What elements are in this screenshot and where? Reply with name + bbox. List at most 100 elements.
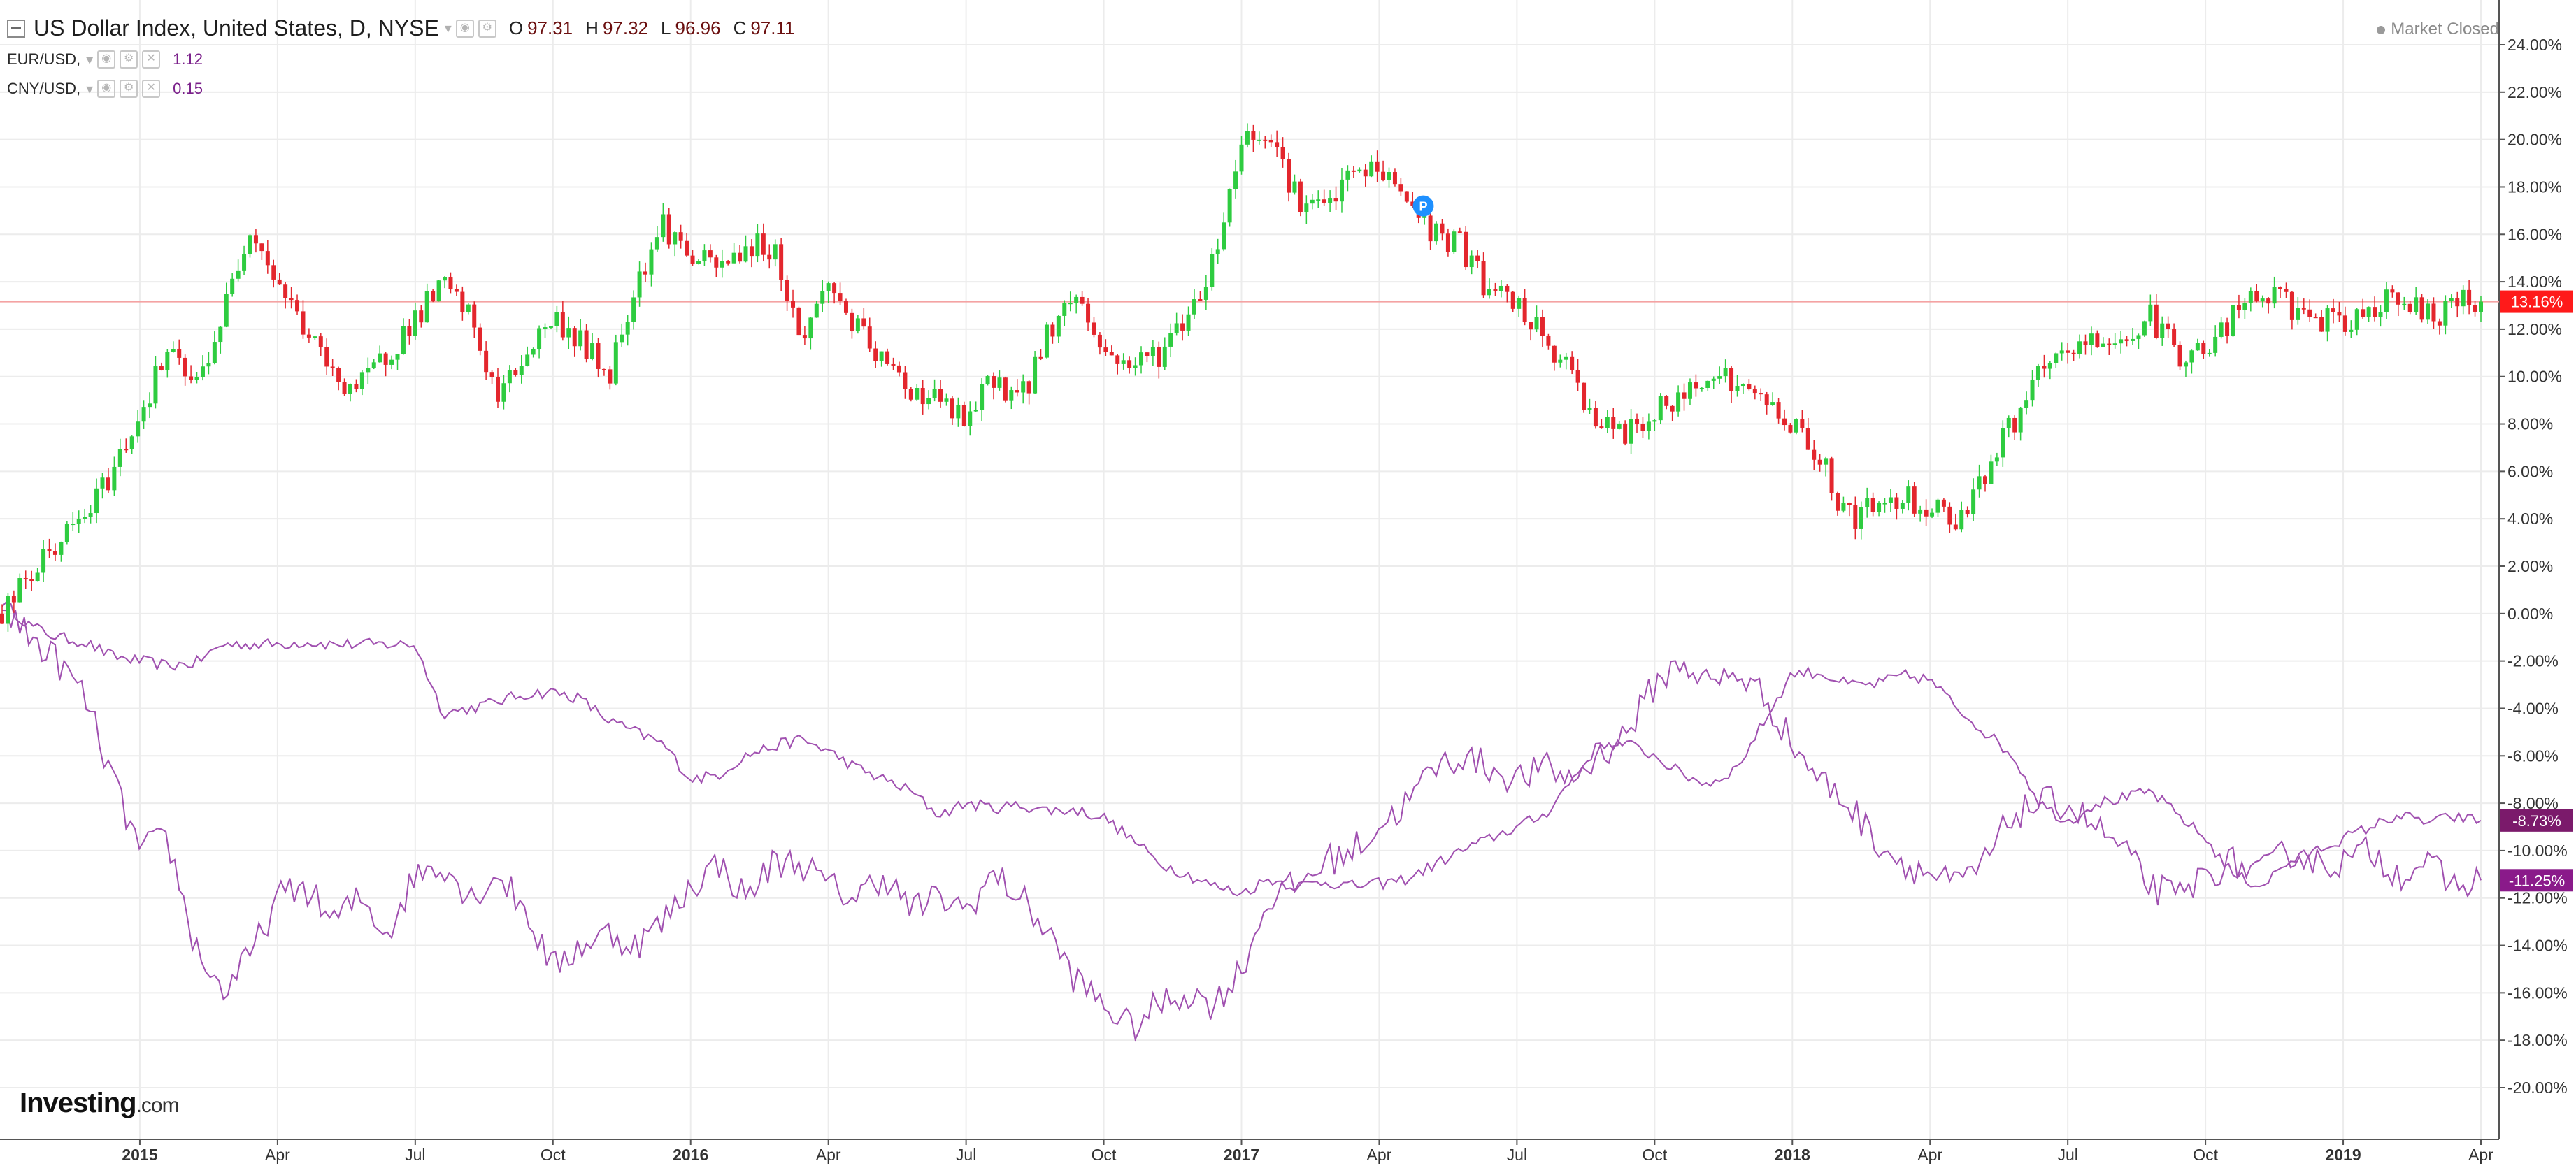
candle-body (738, 252, 743, 262)
candle-body (1398, 184, 1403, 192)
candle-body (1168, 333, 1173, 347)
y-tick-label: 10.00% (2507, 368, 2562, 386)
candle-body (1971, 489, 1976, 514)
candle-body (2402, 303, 2407, 305)
candle-body (1965, 510, 1970, 514)
candle-body (2407, 303, 2412, 312)
candle-body (1298, 181, 1303, 212)
candle-body (2213, 336, 2218, 353)
eye-icon[interactable]: ◉ (455, 19, 474, 38)
candle-body (1994, 457, 1999, 462)
candle-body (64, 524, 69, 542)
candle-body (1174, 323, 1179, 333)
candle-body (29, 579, 34, 582)
last-value-label: -8.73% (2512, 812, 2561, 830)
candle-body (1268, 140, 1273, 143)
candle-body (1387, 172, 1391, 180)
investing-logo[interactable]: Investing.com (20, 1088, 180, 1119)
candle-body (1369, 161, 1374, 177)
candle-body (106, 477, 110, 491)
x-tick-label: Apr (1367, 1146, 1392, 1164)
candle-body (472, 304, 477, 328)
candle-body (2461, 289, 2466, 307)
candle-body (2248, 291, 2253, 303)
chevron-down-icon[interactable]: ▾ (86, 81, 94, 97)
candle-body (749, 246, 754, 257)
candle-body (596, 343, 601, 369)
series-line-cnyusd[interactable] (1, 609, 2482, 1042)
candle-body (1056, 315, 1061, 337)
candle-body (259, 243, 264, 252)
candle-body (136, 421, 141, 437)
candle-body (1959, 510, 1964, 530)
candle-body (1977, 476, 1982, 490)
candle-body (601, 368, 606, 370)
candle-body (808, 317, 813, 339)
close-icon[interactable]: ✕ (142, 50, 161, 69)
candle-body (1074, 296, 1079, 303)
candle-body (366, 368, 371, 373)
candle-body (454, 289, 459, 292)
chevron-down-icon[interactable]: ▾ (86, 52, 94, 68)
candle-body (2319, 317, 2324, 332)
candle-body (985, 376, 990, 384)
close-icon[interactable]: ✕ (142, 80, 161, 98)
eye-icon[interactable]: ◉ (97, 50, 116, 69)
candle-body (1445, 233, 1450, 252)
eye-icon[interactable]: ◉ (97, 80, 116, 98)
candle-body (35, 572, 40, 582)
candle-body (708, 250, 713, 258)
series-line-eurusd[interactable] (1, 600, 2482, 897)
candle-body (1410, 201, 1415, 206)
candle-body (277, 279, 282, 285)
candle-body (2414, 297, 2419, 312)
y-tick-label: -2.00% (2507, 652, 2559, 670)
candle-body (17, 578, 22, 603)
candle-body (2018, 408, 2023, 433)
candle-body (489, 372, 494, 377)
candle-body (1009, 390, 1014, 401)
gear-icon[interactable]: ⚙ (120, 80, 138, 98)
candle-body (1599, 426, 1604, 428)
event-marker[interactable] (1412, 195, 1434, 217)
candle-body (785, 280, 789, 301)
candle-body (1505, 285, 1510, 292)
candle-body (2437, 321, 2442, 326)
candle-body (2136, 335, 2141, 339)
candle-body (1139, 352, 1144, 366)
y-tick-label: 20.00% (2507, 131, 2562, 149)
candle-body (1015, 390, 1019, 393)
gear-icon[interactable]: ⚙ (120, 50, 138, 69)
candle-body (1145, 352, 1150, 356)
x-tick-label: Oct (1092, 1146, 1117, 1164)
candle-body (1157, 347, 1161, 367)
y-tick-label: 2.00% (2507, 557, 2553, 575)
candle-body (1198, 299, 1203, 301)
candle-body (1339, 179, 1344, 202)
candle-body (726, 261, 731, 264)
chevron-down-icon[interactable]: ▾ (444, 21, 452, 36)
candle-body (678, 232, 683, 241)
candle-body (1676, 392, 1681, 412)
candle-body (159, 366, 164, 370)
candle-body (1983, 476, 1987, 484)
candle-body (2154, 304, 2159, 338)
candle-body (230, 278, 235, 295)
ohlc-high-value: 97.32 (602, 17, 649, 38)
candle-body (2160, 323, 2165, 338)
candle-body (2071, 352, 2076, 354)
candle-body (448, 277, 453, 289)
x-tick-label: 2019 (2325, 1146, 2361, 1164)
candle-body (2101, 343, 2105, 347)
candle-body (2289, 291, 2294, 320)
candle-body (1759, 393, 1763, 395)
candle-body (944, 398, 949, 402)
candle-body (1835, 493, 1840, 511)
gear-icon[interactable]: ⚙ (478, 19, 496, 38)
collapse-legend-icon[interactable] (7, 19, 25, 38)
candle-body (289, 298, 294, 301)
y-tick-label: -20.00% (2507, 1079, 2568, 1097)
candle-body (129, 436, 134, 449)
candle-body (513, 370, 518, 375)
